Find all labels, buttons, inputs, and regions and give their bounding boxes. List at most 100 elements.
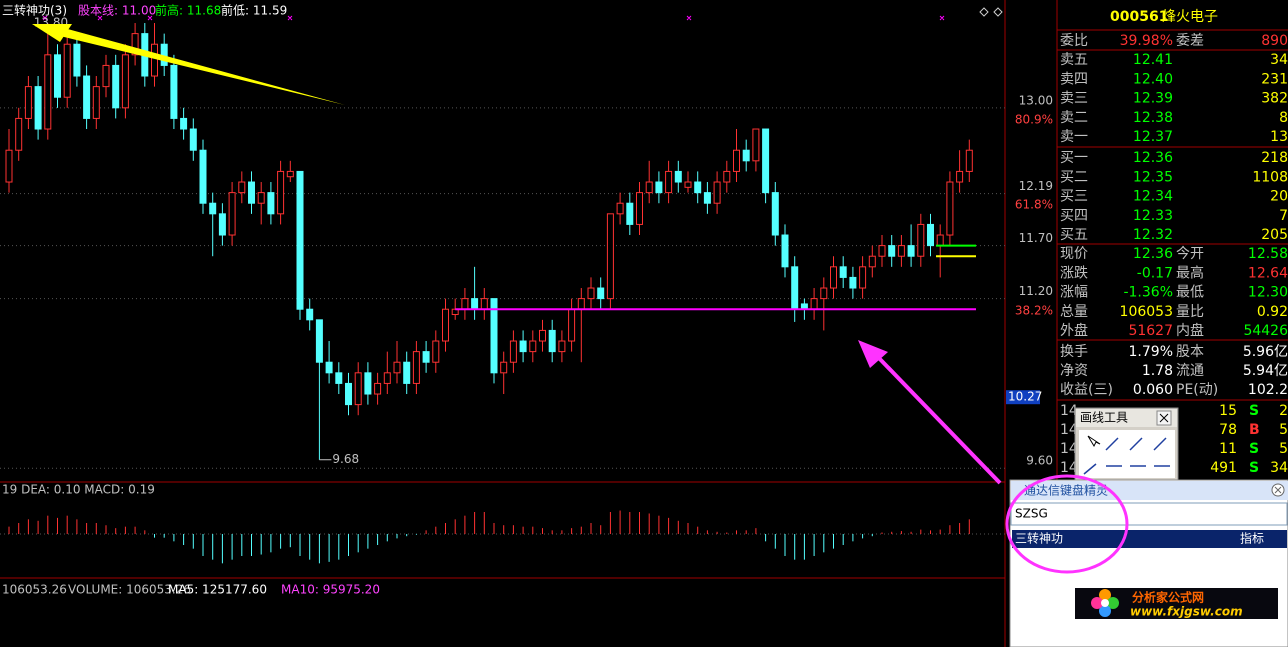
candle-body xyxy=(509,340,517,363)
stock-name: 烽火电子 xyxy=(1162,9,1218,25)
watermark-title: 分析家公式网 xyxy=(1132,590,1204,605)
book-label: 卖四 xyxy=(1060,71,1088,87)
petal xyxy=(1099,589,1111,601)
cursor-price-label: 10.27 xyxy=(1008,390,1042,404)
field-label: 净资 xyxy=(1060,363,1088,379)
book-label: 买三 xyxy=(1060,189,1088,205)
y-tick-label: 11.20 xyxy=(1019,284,1053,298)
field-label: 流通 xyxy=(1176,363,1204,379)
search-input[interactable] xyxy=(1010,502,1288,526)
candle-body xyxy=(131,33,139,56)
x-marker xyxy=(42,15,945,21)
candle-body xyxy=(248,181,255,204)
candle-body xyxy=(830,266,837,289)
volume-header: MA5: 125177.60 xyxy=(168,583,267,597)
y-tick-label: 13.00 xyxy=(1019,93,1053,107)
candle-body xyxy=(393,361,401,374)
candle-body xyxy=(859,266,867,289)
field-label: 委差 xyxy=(1176,33,1204,49)
trade-volume: 491 xyxy=(1210,460,1237,476)
trade-count: 5 xyxy=(1279,422,1288,438)
low-label: 9.68 xyxy=(332,452,359,466)
field-label: 最低 xyxy=(1176,285,1204,301)
candle-body xyxy=(791,266,799,310)
draw-tool-popup[interactable] xyxy=(1074,407,1179,481)
indicator-line: 前低: 11.59 xyxy=(221,3,287,18)
popup-titlebar xyxy=(1076,409,1177,427)
indicator-line: 股本线: 11.00 xyxy=(78,4,156,18)
candle-body xyxy=(665,170,673,194)
candle-body xyxy=(820,287,828,300)
candle-body xyxy=(616,202,624,215)
candle-body xyxy=(684,181,692,188)
field-label: 涨跌 xyxy=(1060,265,1088,281)
keyboard-popup[interactable]: 通达信键盘精灵 SZSG 三转神功 指标 xyxy=(1009,479,1288,647)
candle-body xyxy=(306,308,314,321)
arrow-head xyxy=(858,340,888,368)
field-value: 5.96亿 xyxy=(1243,344,1288,360)
candle-body xyxy=(461,298,469,310)
candle-body xyxy=(121,54,129,109)
candle-body xyxy=(917,223,925,257)
candle-body xyxy=(762,128,770,194)
trade-volume: 78 xyxy=(1219,422,1237,438)
arrow-shaft xyxy=(874,353,1002,485)
petal xyxy=(1091,597,1103,609)
candle-body xyxy=(315,319,323,363)
tool-grid xyxy=(1079,430,1175,478)
watermark-url: www.fxjgsw.com xyxy=(1130,605,1243,619)
field-value: 12.58 xyxy=(1248,246,1288,262)
petal-center xyxy=(1101,599,1109,607)
candle-body xyxy=(277,170,285,215)
candle-body xyxy=(529,340,537,353)
candle-body xyxy=(422,351,430,363)
book-price: 12.34 xyxy=(1133,189,1173,205)
trade-side: S xyxy=(1249,460,1259,476)
field-value: 54426 xyxy=(1243,323,1288,339)
trade-side: S xyxy=(1249,441,1259,457)
pointer-tool[interactable] xyxy=(1087,435,1101,448)
highlight-circle xyxy=(1005,474,1129,574)
book-label: 买二 xyxy=(1060,169,1088,185)
candle-body xyxy=(781,234,789,268)
candle-body xyxy=(597,287,605,300)
close-icon xyxy=(1159,413,1169,423)
candle-body xyxy=(490,298,498,374)
line-tools[interactable] xyxy=(1083,437,1170,475)
candle-body xyxy=(956,170,964,183)
candle-body xyxy=(325,361,333,374)
book-price: 12.32 xyxy=(1133,227,1173,243)
candle-body xyxy=(383,372,391,384)
candle-body xyxy=(694,181,702,194)
book-volume: 231 xyxy=(1261,71,1288,87)
popup-title: 通达信键盘精灵 xyxy=(1024,483,1108,498)
trade-volume: 15 xyxy=(1219,403,1237,419)
volume-header: MA10: 95975.20 xyxy=(281,583,380,597)
candle-body xyxy=(548,329,556,353)
field-label: 外盘 xyxy=(1060,322,1088,339)
book-label: 卖三 xyxy=(1060,91,1088,107)
book-volume: 1108 xyxy=(1252,169,1288,185)
annotations xyxy=(32,24,1002,485)
candle-body xyxy=(733,149,740,172)
selected-row[interactable] xyxy=(1012,530,1287,548)
book-price: 12.33 xyxy=(1133,208,1173,224)
field-value: 1.79% xyxy=(1129,344,1173,360)
book-volume: 218 xyxy=(1261,150,1288,166)
candle-body xyxy=(15,117,23,151)
candle-body xyxy=(500,361,508,374)
candle-body xyxy=(170,64,178,119)
book-label: 买四 xyxy=(1060,208,1088,224)
close-icon xyxy=(1274,486,1282,494)
book-volume: 7 xyxy=(1279,208,1288,224)
candle-body xyxy=(238,181,246,194)
candle-body xyxy=(810,298,818,310)
candle-body xyxy=(839,266,847,278)
indicator-name: 三转神功(3) xyxy=(2,3,67,18)
candle-body xyxy=(577,298,585,310)
candle-body xyxy=(558,340,566,353)
window-icons xyxy=(979,7,1003,17)
field-value: 0.060 xyxy=(1133,382,1173,398)
